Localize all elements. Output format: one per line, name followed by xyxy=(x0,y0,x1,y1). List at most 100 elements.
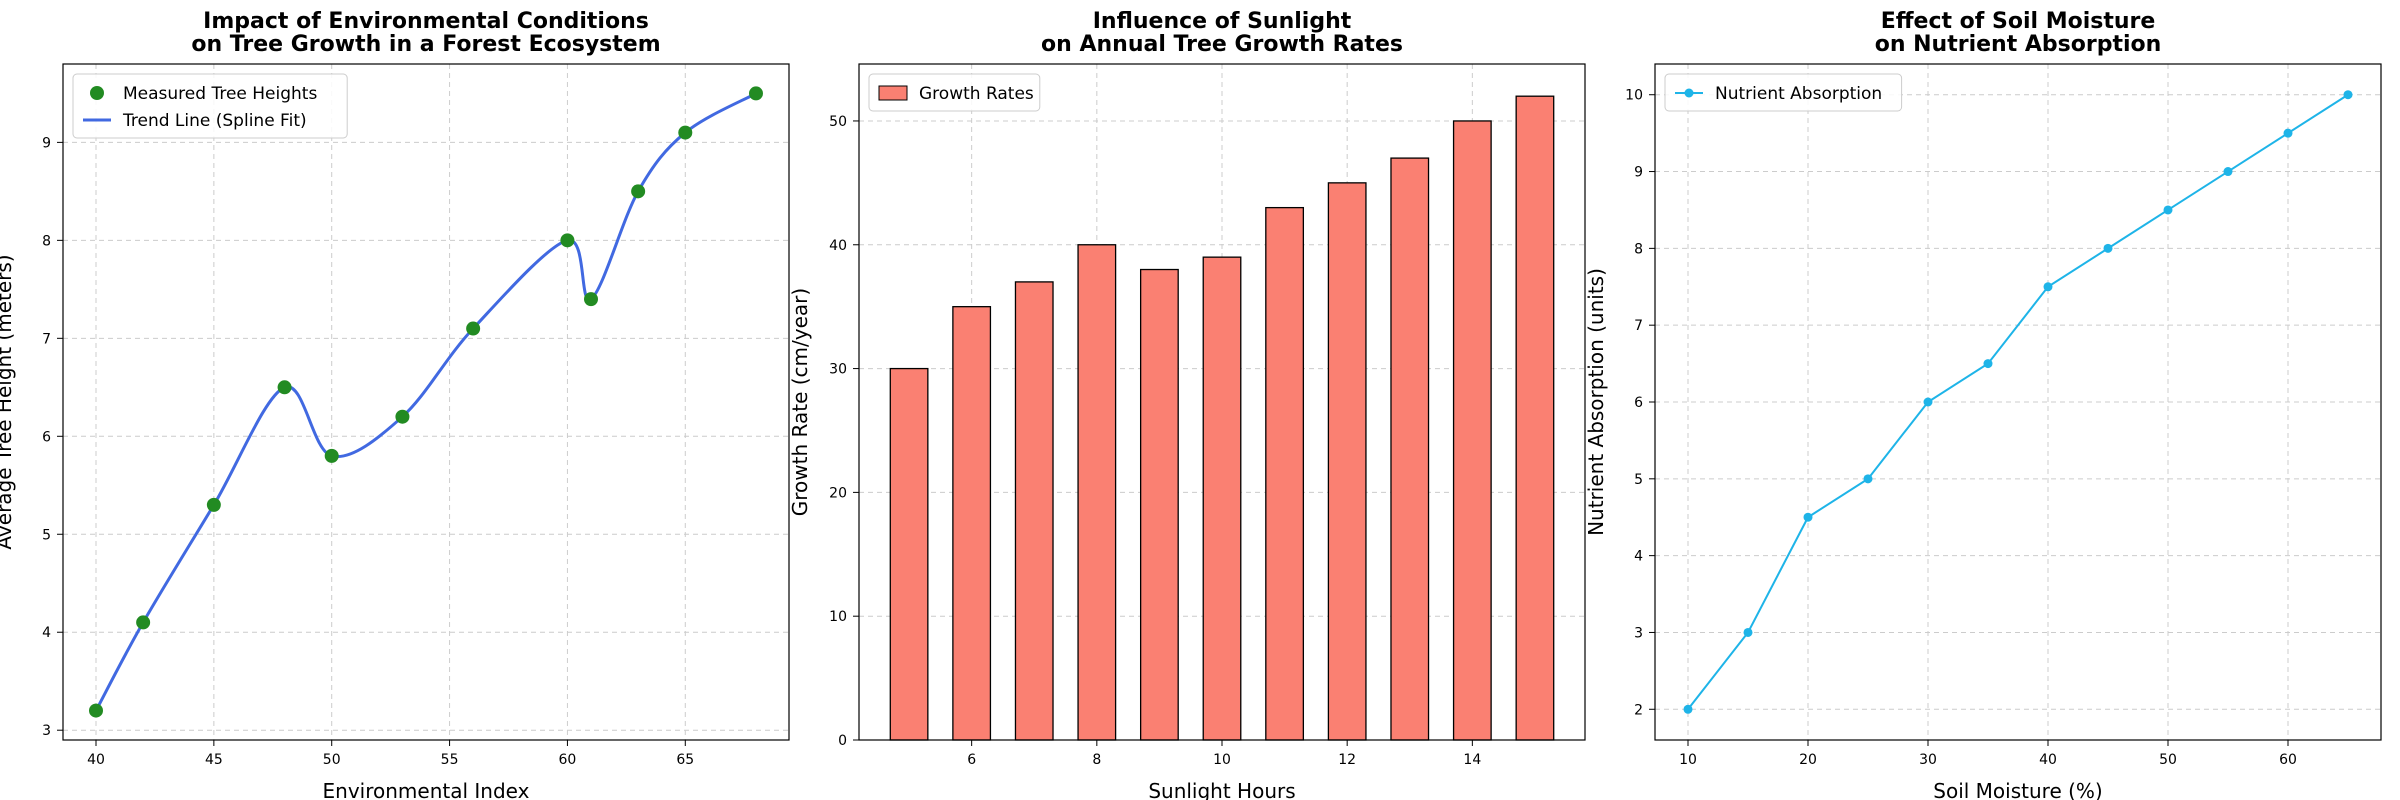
chart-title-line: on Annual Tree Growth Rates xyxy=(1041,32,1403,57)
chart-panel-2: 6 8 10 12 14 0 10 20 30 40 50 Influence of Sunlight… xyxy=(788,9,1586,800)
x-axis-label: Environmental Index xyxy=(323,779,530,800)
data-point xyxy=(206,497,221,512)
data-point xyxy=(631,184,646,199)
bar xyxy=(1327,182,1367,741)
y-tick-label: 30 xyxy=(829,362,847,378)
data-point xyxy=(2223,167,2233,177)
y-tick-label: 3 xyxy=(42,723,51,739)
series-line xyxy=(1687,93,2349,710)
y-tick-label: 5 xyxy=(1634,472,1643,488)
chart-title-line: on Tree Growth in a Forest Ecosystem xyxy=(191,32,660,57)
data-point xyxy=(89,703,103,718)
y-tick-label: 9 xyxy=(42,135,51,151)
x-tick-label: 30 xyxy=(1919,752,1937,768)
legend-marker xyxy=(1684,88,1694,98)
bar xyxy=(889,367,929,741)
data-point xyxy=(749,86,763,101)
x-tick-label: 40 xyxy=(87,752,105,768)
data-point xyxy=(1863,474,1873,484)
bar xyxy=(1265,206,1305,741)
bar xyxy=(1139,268,1179,741)
bar xyxy=(1014,281,1054,741)
data-point xyxy=(1983,359,1993,369)
y-tick-label: 6 xyxy=(42,429,51,445)
bar xyxy=(1077,244,1117,741)
y-tick-label: 8 xyxy=(1634,241,1643,257)
x-tick-label: 45 xyxy=(205,752,223,768)
data-point xyxy=(324,448,339,463)
x-tick-label: 10 xyxy=(1679,752,1697,768)
legend-box xyxy=(868,73,1041,112)
data-point xyxy=(1683,704,1693,714)
data-point xyxy=(1923,397,1933,407)
data-point xyxy=(2163,205,2173,215)
chart-title: Impact of Environmental Conditions on Tre… xyxy=(191,9,660,57)
y-tick-label: 20 xyxy=(829,485,847,501)
x-tick-label: 14 xyxy=(1463,752,1481,768)
x-tick-label: 8 xyxy=(1092,752,1101,768)
data-point xyxy=(678,125,693,140)
chart-title-line: Impact of Environmental Conditions xyxy=(203,9,649,34)
y-tick-label: 6 xyxy=(1634,395,1643,411)
chart-panel-3: 10 20 30 40 50 60 2 3 4 5 6 7 8 9 10 Effect of Soil Moi… xyxy=(1584,9,2382,800)
legend-box xyxy=(72,73,348,139)
legend-box xyxy=(1664,73,1903,112)
x-axis-label: Soil Moisture (%) xyxy=(1933,779,2102,800)
y-tick-label: 4 xyxy=(42,625,51,641)
bar xyxy=(1202,256,1242,741)
y-axis-label: Growth Rate (cm/year) xyxy=(788,288,812,516)
chart-title-line: Influence of Sunlight xyxy=(1093,9,1352,34)
y-tick-label: 4 xyxy=(1634,549,1643,565)
y-tick-label: 8 xyxy=(42,233,51,249)
trend-line xyxy=(94,92,757,712)
plot-frame xyxy=(1654,63,2382,741)
y-tick-label: 2 xyxy=(1634,702,1643,718)
x-tick-label: 65 xyxy=(676,752,694,768)
y-tick-label: 7 xyxy=(42,331,51,347)
chart-title: Effect of Soil Moisture on Nutrient Absor… xyxy=(1875,9,2162,57)
x-tick-label: 10 xyxy=(1213,752,1231,768)
x-tick-label: 40 xyxy=(2039,752,2057,768)
bar xyxy=(952,306,992,741)
x-tick-label: 50 xyxy=(2159,752,2177,768)
legend-entry: Measured Tree Heights xyxy=(123,84,317,104)
x-tick-label: 55 xyxy=(441,752,459,768)
legend-entry: Nutrient Absorption xyxy=(1715,84,1882,104)
y-tick-label: 3 xyxy=(1634,625,1643,641)
y-tick-label: 50 xyxy=(829,114,847,130)
data-point xyxy=(1743,627,1753,637)
x-tick-label: 50 xyxy=(323,752,341,768)
y-tick-label: 0 xyxy=(838,733,847,749)
y-axis-label: Nutrient Absorption (units) xyxy=(1584,268,1608,536)
bar xyxy=(1390,157,1430,741)
y-tick-label: 5 xyxy=(42,527,51,543)
x-tick-label: 60 xyxy=(2279,752,2297,768)
chart-title: Influence of Sunlight on Annual Tree Grow… xyxy=(1041,9,1403,57)
data-point xyxy=(136,615,151,630)
y-tick-label: 10 xyxy=(829,609,847,625)
y-axis-label: Average Tree Height (meters) xyxy=(0,254,16,549)
chart-title-line: Effect of Soil Moisture xyxy=(1881,9,2156,34)
data-point xyxy=(2343,90,2353,100)
data-point xyxy=(1803,512,1813,522)
bar xyxy=(1452,120,1492,741)
data-point xyxy=(466,321,481,336)
y-tick-label: 10 xyxy=(1625,88,1643,104)
data-point xyxy=(277,380,292,395)
legend-marker-scatter xyxy=(90,86,104,100)
x-tick-label: 12 xyxy=(1338,752,1356,768)
x-tick-label: 20 xyxy=(1799,752,1817,768)
y-tick-label: 40 xyxy=(829,238,847,254)
data-point xyxy=(2103,243,2113,253)
x-tick-label: 6 xyxy=(967,752,976,768)
chart-title-line: on Nutrient Absorption xyxy=(1875,32,2162,57)
y-tick-label: 9 xyxy=(1634,165,1643,181)
plot-frame xyxy=(858,63,1586,741)
data-point xyxy=(395,409,410,424)
legend-entry: Growth Rates xyxy=(919,84,1034,104)
y-tick-label: 7 xyxy=(1634,318,1643,334)
data-point xyxy=(2283,128,2293,138)
